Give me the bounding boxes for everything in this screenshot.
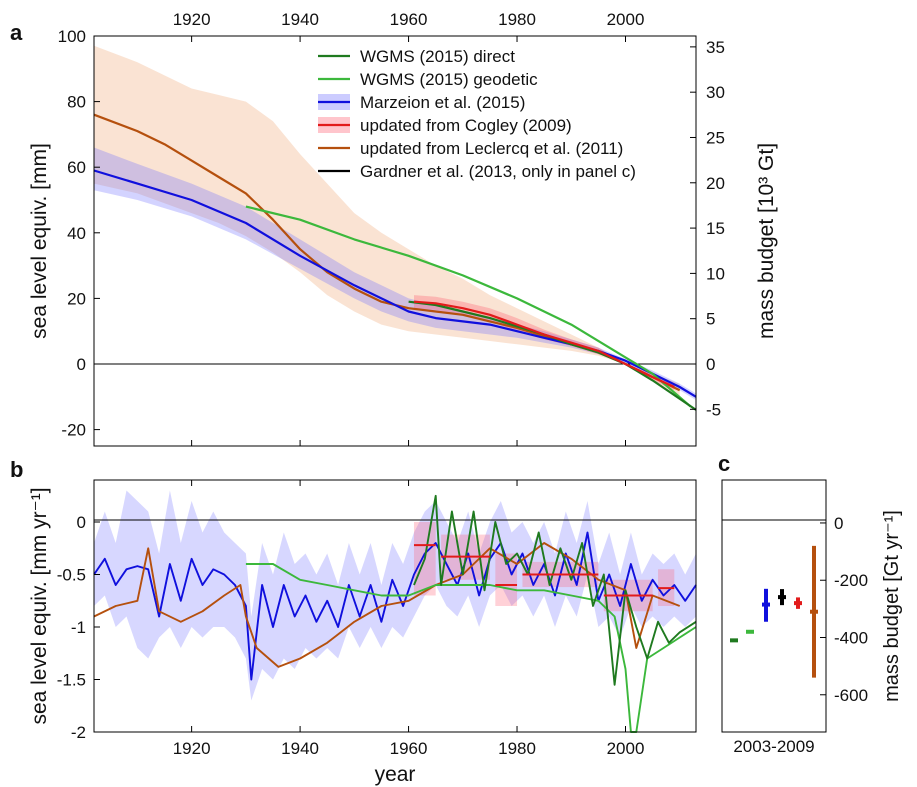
c-y2tick-label: -600: [834, 686, 868, 705]
panel-c-frame: [721, 479, 827, 733]
panel-b-frame: [93, 479, 697, 733]
panel-b-y-axis-label: sea level equiv. [mm yr⁻¹]: [28, 487, 51, 724]
a-xtick-label: 1980: [498, 10, 536, 29]
a-y2tick-label: 20: [706, 174, 725, 193]
panel-label-a: a: [10, 20, 23, 45]
line-b-wgms-2015-direct: [413, 494, 697, 686]
a-ytick-label: 100: [58, 27, 86, 46]
legend-label: updated from Cogley (2009): [360, 116, 572, 135]
a-xtick-label: 1940: [281, 10, 319, 29]
a-ytick-label: 0: [77, 355, 86, 374]
a-ytick-label: 60: [67, 158, 86, 177]
b-xtick-label: 1940: [281, 739, 319, 758]
c-y2tick-label: 0: [834, 514, 843, 533]
line-a-wgms-2015-geodetic: [245, 205, 692, 408]
b-xtick-label: 1960: [390, 739, 428, 758]
legend-label: Gardner et al. (2013, only in panel c): [360, 162, 636, 181]
panel-a-y-ticks: -20 0 20 40 60 80 100: [58, 27, 100, 440]
panel-c-x-axis-label: 2003-2009: [733, 737, 814, 756]
a-ytick-label: 80: [67, 93, 86, 112]
legend: WGMS (2015) direct WGMS (2015) geodetic Ma…: [318, 47, 636, 181]
a-y2tick-label: 35: [706, 38, 725, 57]
band-a-updated-from-leclercq-et-al-2011: [94, 45, 680, 401]
panel-a-x-ticks: 1920 1940 1960 1980 2000: [173, 10, 645, 446]
a-y2tick-label: 15: [706, 219, 725, 238]
panel-b-x-axis-label: year: [375, 763, 416, 786]
line-a-updated-from-cogley-2009: [413, 300, 675, 389]
panel-b-lines: [93, 494, 697, 733]
c-y2tick-label: -200: [834, 571, 868, 590]
a-y2tick-label: -5: [706, 400, 721, 419]
panel-c: 0 -200 -400 -600 2003-2009 mass budget [Gt …: [721, 479, 903, 756]
panel-c-points: [730, 545, 818, 678]
a-xtick-label: 1920: [173, 10, 211, 29]
panel-c-y2-ticks: 0 -200 -400 -600: [820, 514, 868, 705]
line-a-marzeion-et-al-2015: [93, 169, 697, 398]
a-y2tick-label: 5: [706, 310, 715, 329]
b-xtick-label: 1980: [498, 739, 536, 758]
b-ytick-label: -1.5: [57, 671, 86, 690]
legend-label: Marzeion et al. (2015): [360, 93, 525, 112]
a-ytick-label: 40: [67, 224, 86, 243]
box-b-cogley: [495, 553, 518, 606]
panel-a-y2-axis-label: mass budget [10³ Gt]: [755, 143, 778, 339]
b-ytick-label: -1: [71, 618, 86, 637]
panel-label-b: b: [10, 457, 23, 482]
panel-c-y2-axis-label: mass budget [Gt yr⁻¹]: [881, 510, 903, 702]
a-y2tick-label: 0: [706, 355, 715, 374]
b-ytick-label: 0: [77, 513, 86, 532]
b-ytick-label: -0.5: [57, 566, 86, 585]
panel-a: 1920 1940 1960 1980 2000 -20 0 20 40 60 80 100 -5 0…: [28, 10, 778, 447]
panel-b-x-ticks: 1920 1940 1960 1980 2000: [173, 480, 645, 758]
a-ytick-label: 20: [67, 289, 86, 308]
a-xtick-label: 1960: [390, 10, 428, 29]
panel-a-y-axis-label: sea level equiv. [mm]: [28, 143, 51, 339]
line-b-wgms-2015-geodetic: [245, 563, 697, 733]
c-y2tick-label: -400: [834, 629, 868, 648]
a-y2tick-label: 25: [706, 128, 725, 147]
b-ytick-label: -2: [71, 723, 86, 742]
legend-label: WGMS (2015) geodetic: [360, 70, 538, 89]
line-b-updated-from-leclercq-et-al-2011: [93, 542, 681, 668]
a-ytick-label: -20: [61, 421, 86, 440]
a-xtick-label: 2000: [607, 10, 645, 29]
b-xtick-label: 2000: [607, 739, 645, 758]
panel-a-frame: [93, 35, 697, 447]
panel-b: 1920 1940 1960 1980 2000 -2 -1.5 -1 -0.5 0 sea l…: [28, 479, 697, 786]
legend-label: WGMS (2015) direct: [360, 47, 515, 66]
panel-a-y2-ticks: -5 0 5 10 15 20 25 30 35: [690, 38, 725, 419]
panel-b-y-ticks: -2 -1.5 -1 -0.5 0: [57, 513, 100, 742]
panel-a-lines: [93, 113, 697, 411]
legend-label: updated from Leclercq et al. (2011): [360, 139, 623, 158]
a-y2tick-label: 10: [706, 264, 725, 283]
panel-label-c: c: [718, 451, 730, 476]
b-xtick-label: 1920: [173, 739, 211, 758]
a-y2tick-label: 30: [706, 83, 725, 102]
